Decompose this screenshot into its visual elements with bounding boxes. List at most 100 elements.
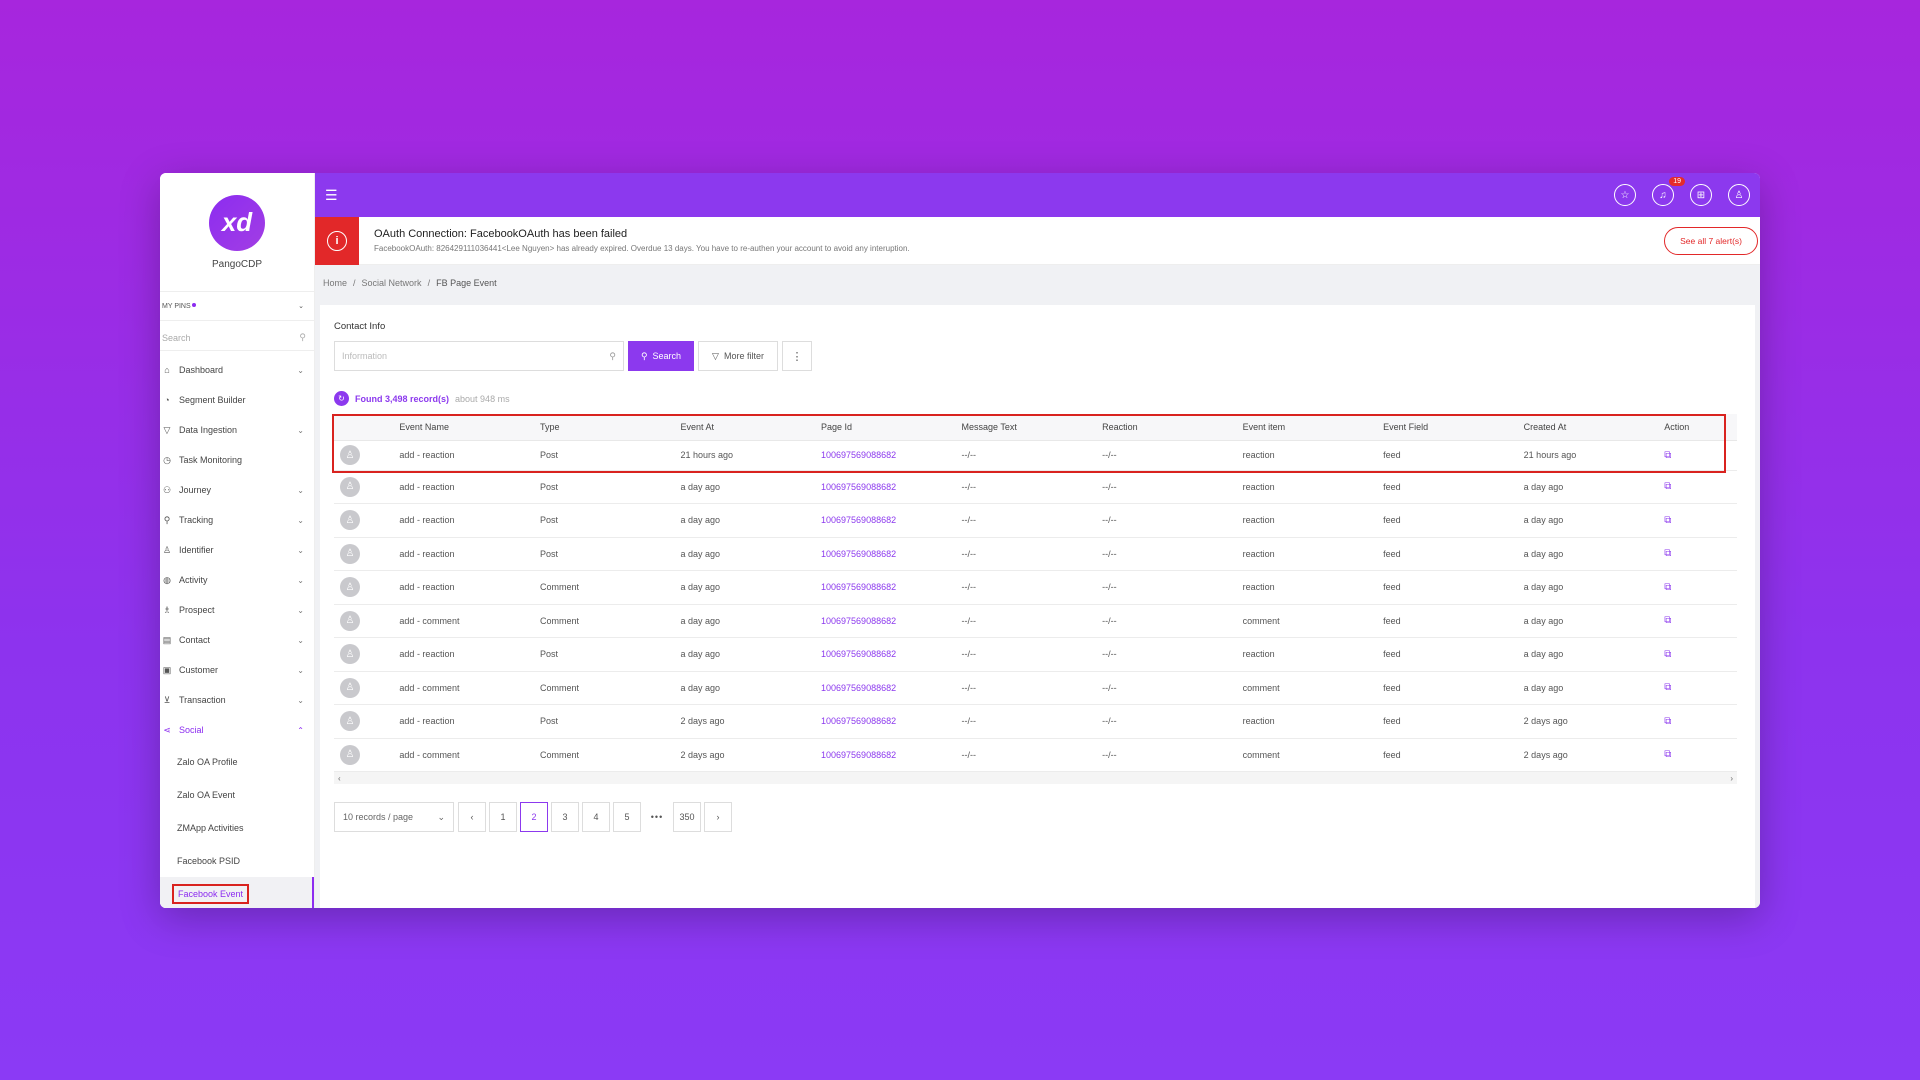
table-row[interactable]: ♙ add - comment Comment a day ago 1006975690… — [334, 604, 1737, 638]
scroll-right-icon[interactable]: › — [1730, 773, 1733, 783]
cell-message-text: --/-- — [961, 637, 1103, 672]
column-header-message-text[interactable]: Message Text — [961, 414, 1103, 441]
column-header-page-id[interactable]: Page Id — [821, 414, 962, 441]
cell-page-id[interactable]: 100697569088682 — [821, 570, 962, 605]
open-detail-icon[interactable]: ⧉ — [1664, 449, 1672, 461]
open-detail-icon[interactable]: ⧉ — [1664, 514, 1672, 526]
column-header-event-name[interactable]: Event Name — [399, 414, 540, 441]
sidebar-item-activity[interactable]: ◍ Activity ⌄ — [160, 565, 314, 595]
cell-page-id[interactable]: 100697569088682 — [821, 738, 962, 772]
prev-page-button[interactable]: ‹ — [458, 802, 486, 832]
refresh-icon[interactable]: ↻ — [334, 391, 349, 406]
sidebar-search-input[interactable]: Search ⚲ — [160, 325, 314, 351]
open-detail-icon[interactable]: ⧉ — [1664, 581, 1672, 593]
sidebar-subitem-zmapp-activities[interactable]: ZMApp Activities — [160, 811, 314, 844]
cell-page-id[interactable]: 100697569088682 — [821, 604, 962, 638]
table-row[interactable]: ♙ add - comment Comment 2 days ago 100697569… — [334, 738, 1737, 772]
see-all-alerts-button[interactable]: See all 7 alert(s) — [1664, 226, 1758, 255]
search-button[interactable]: ⚲ Search — [628, 341, 694, 371]
cell-action: ⧉ — [1664, 537, 1737, 571]
sidebar-item-task-monitoring[interactable]: ◷ Task Monitoring — [160, 445, 314, 475]
events-table: Event Name Type Event At Page Id Message Tex… — [334, 414, 1737, 772]
column-header-action[interactable]: Action — [1664, 414, 1737, 441]
horizontal-scrollbar[interactable]: ‹ › — [334, 772, 1737, 784]
table-row[interactable]: ♙ add - reaction Post 2 days ago 10069756908… — [334, 704, 1737, 739]
sidebar-subitem-facebook-psid[interactable]: Facebook PSID — [160, 844, 314, 877]
table-row[interactable]: ♙ add - reaction Post a day ago 100697569088… — [334, 503, 1737, 538]
sidebar-item-contact[interactable]: ▤ Contact ⌄ — [160, 625, 314, 655]
cell-event-name: add - reaction — [399, 537, 540, 571]
sidebar-item-transaction[interactable]: ⊻ Transaction ⌄ — [160, 685, 314, 715]
column-header-reaction[interactable]: Reaction — [1102, 414, 1243, 441]
scroll-left-icon[interactable]: ‹ — [338, 773, 341, 783]
avatar: ♙ — [340, 543, 360, 564]
breadcrumb-social-network[interactable]: Social Network — [361, 278, 422, 288]
cell-page-id[interactable]: 100697569088682 — [821, 470, 962, 504]
sidebar-subitem-facebook-event[interactable]: Facebook Event — [160, 877, 314, 908]
cell-page-id[interactable]: 100697569088682 — [821, 503, 962, 538]
table-row[interactable]: ♙ add - reaction Post a day ago 100697569088… — [334, 470, 1737, 504]
open-detail-icon[interactable]: ⧉ — [1664, 548, 1672, 560]
breadcrumb-separator: / — [427, 278, 431, 288]
sidebar-item-tracking[interactable]: ⚲ Tracking ⌄ — [160, 505, 314, 535]
cart-icon: ⊻ — [163, 694, 171, 705]
bell-icon[interactable]: ♫ 19 — [1652, 177, 1685, 206]
page-button-2[interactable]: 2 — [520, 802, 548, 832]
column-header-event-at[interactable]: Event At — [680, 414, 822, 441]
sidebar-item-data-ingestion[interactable]: ▽ Data Ingestion ⌄ — [160, 415, 314, 445]
sidebar-item-segment-builder[interactable]: ◔ Segment Builder — [160, 385, 314, 415]
sidebar-item-label: Data Ingestion — [179, 425, 238, 435]
sidebar-item-customer[interactable]: ▣ Customer ⌄ — [160, 655, 314, 685]
page-ellipsis[interactable]: ••• — [650, 812, 664, 822]
page-button-1[interactable]: 1 — [489, 802, 517, 832]
sidebar-item-label: Identifier — [179, 545, 214, 555]
sidebar-item-journey[interactable]: ⚇ Journey ⌄ — [160, 475, 314, 505]
open-detail-icon[interactable]: ⧉ — [1664, 749, 1672, 761]
next-page-button[interactable]: › — [704, 802, 732, 832]
breadcrumb-home[interactable]: Home — [323, 278, 348, 288]
sidebar-subitem-zalo-oa-profile[interactable]: Zalo OA Profile — [160, 745, 314, 778]
column-header-event-item[interactable]: Event item — [1242, 414, 1384, 441]
more-filter-button[interactable]: ▽ More filter — [698, 341, 778, 371]
column-header-type[interactable]: Type — [539, 414, 681, 441]
page-button-last[interactable]: 350 — [673, 802, 701, 832]
table-row[interactable]: ♙ add - reaction Post a day ago 100697569088… — [334, 637, 1737, 672]
star-icon[interactable]: ☆ — [1614, 184, 1636, 206]
cell-page-id[interactable]: 100697569088682 — [821, 637, 962, 672]
cell-page-id[interactable]: 100697569088682 — [821, 704, 962, 739]
page-size-select[interactable]: 10 records / page ⌄ — [334, 802, 454, 832]
table-row[interactable]: ♙ add - comment Comment a day ago 1006975690… — [334, 671, 1737, 705]
cell-page-id[interactable]: 100697569088682 — [821, 440, 962, 471]
sidebar-item-label: Customer — [179, 665, 219, 675]
my-pins[interactable]: MY PINS ⌄ — [160, 291, 314, 321]
user-icon[interactable]: ♙ — [1728, 184, 1750, 206]
sidebar-item-social[interactable]: ⋖ Social ⌃ — [160, 715, 314, 745]
page-button-4[interactable]: 4 — [582, 802, 610, 832]
column-header-created-at[interactable]: Created At — [1523, 414, 1665, 441]
menu-toggle-icon[interactable]: ☰ — [325, 186, 338, 203]
more-options-button[interactable]: ⋮ — [782, 341, 812, 371]
sidebar-subitem-zalo-oa-event[interactable]: Zalo OA Event — [160, 778, 314, 811]
apps-grid-icon[interactable]: ⊞ — [1690, 184, 1712, 206]
table-row[interactable]: ♙ add - reaction Post a day ago 100697569088… — [334, 537, 1737, 571]
page-button-5[interactable]: 5 — [613, 802, 641, 832]
sidebar-item-prospect[interactable]: ♗ Prospect ⌄ — [160, 595, 314, 625]
sidebar-item-identifier[interactable]: ♙ Identifier ⌄ — [160, 535, 314, 565]
open-detail-icon[interactable]: ⧉ — [1664, 682, 1672, 694]
cell-message-text: --/-- — [961, 704, 1103, 739]
table-row[interactable]: ♙ add - reaction Post 21 hours ago 100697569… — [334, 440, 1737, 471]
sidebar-item-dashboard[interactable]: ⌂ Dashboard ⌄ — [160, 355, 314, 385]
sidebar: xd PangoCDP MY PINS ⌄ Search ⚲ ⌂ Dashboar… — [160, 173, 315, 908]
app-logo[interactable]: xd — [209, 194, 265, 251]
column-header-event-field[interactable]: Event Field — [1383, 414, 1524, 441]
open-detail-icon[interactable]: ⧉ — [1664, 648, 1672, 660]
table-row[interactable]: ♙ add - reaction Comment a day ago 100697569… — [334, 570, 1737, 605]
open-detail-icon[interactable]: ⧉ — [1664, 615, 1672, 627]
cell-event-name: add - comment — [399, 738, 540, 772]
open-detail-icon[interactable]: ⧉ — [1664, 715, 1672, 727]
cell-page-id[interactable]: 100697569088682 — [821, 671, 962, 705]
open-detail-icon[interactable]: ⧉ — [1664, 481, 1672, 493]
cell-page-id[interactable]: 100697569088682 — [821, 537, 962, 571]
page-button-3[interactable]: 3 — [551, 802, 579, 832]
information-search-input[interactable]: Information ⚲ — [334, 341, 624, 371]
